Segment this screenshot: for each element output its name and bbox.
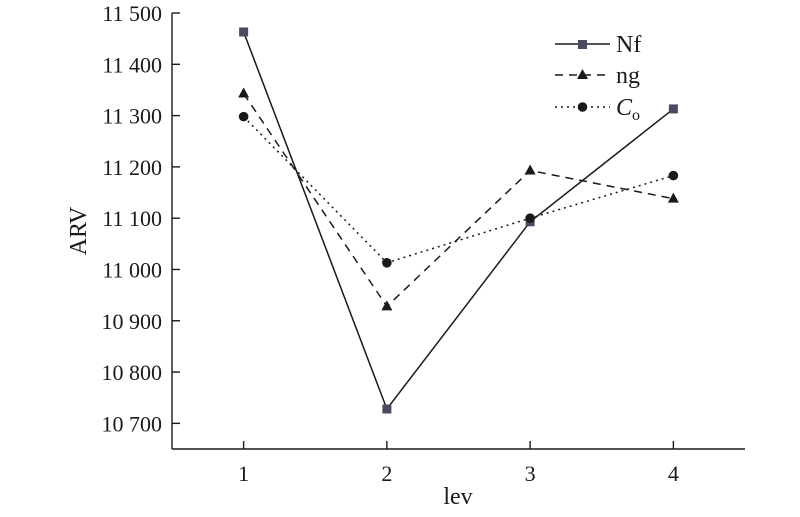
- y-tick-label: 10 700: [102, 411, 163, 436]
- y-tick-label: 10 800: [102, 360, 163, 385]
- y-tick-label: 11 100: [102, 206, 162, 231]
- x-tick-label: 3: [525, 461, 536, 486]
- y-tick-label: 11 300: [102, 104, 162, 129]
- data-point-nf: [239, 27, 249, 37]
- data-point-co: [238, 111, 249, 122]
- data-point-co: [382, 258, 392, 268]
- legend-marker-ng: [577, 69, 588, 79]
- data-point-ng: [667, 192, 679, 203]
- y-tick-label: 11 400: [102, 52, 162, 77]
- data-point-ng: [238, 87, 250, 98]
- axes: [171, 13, 745, 450]
- data-point-nf: [668, 104, 678, 114]
- data-point-ng: [524, 164, 536, 175]
- y-tick-label: 11 200: [102, 155, 162, 180]
- series-line-co: [243, 116, 674, 264]
- y-tick-label: 11 000: [102, 257, 162, 282]
- series-line-ng: [243, 93, 674, 308]
- legend-label-nf: Nf: [616, 32, 641, 58]
- data-point-co: [525, 213, 535, 223]
- y-tick-label: 10 900: [102, 309, 163, 334]
- legend-label-ng: ng: [616, 63, 640, 89]
- x-tick-label: 4: [668, 461, 679, 486]
- legend: Nf ng Co: [555, 32, 641, 124]
- legend-marker-nf: [578, 40, 587, 49]
- series-line-nf: [242, 31, 674, 411]
- x-tick-label: 2: [381, 461, 392, 486]
- series-layer: [238, 27, 679, 414]
- y-ticks: 10 700 10 800 10 900 11 000 11 100 11 200 11 3…: [102, 1, 180, 436]
- data-point-co: [668, 170, 679, 181]
- y-tick-label: 11 500: [102, 1, 162, 26]
- legend-label-co: Co: [616, 95, 640, 124]
- data-point-nf: [382, 404, 392, 414]
- x-ticks: 1 2 3 4: [238, 441, 679, 486]
- x-axis-title: lev: [443, 484, 472, 510]
- legend-marker-co: [577, 102, 588, 112]
- y-axis-title: ARV: [66, 206, 92, 255]
- data-point-ng: [381, 300, 393, 311]
- x-tick-label: 1: [238, 461, 249, 486]
